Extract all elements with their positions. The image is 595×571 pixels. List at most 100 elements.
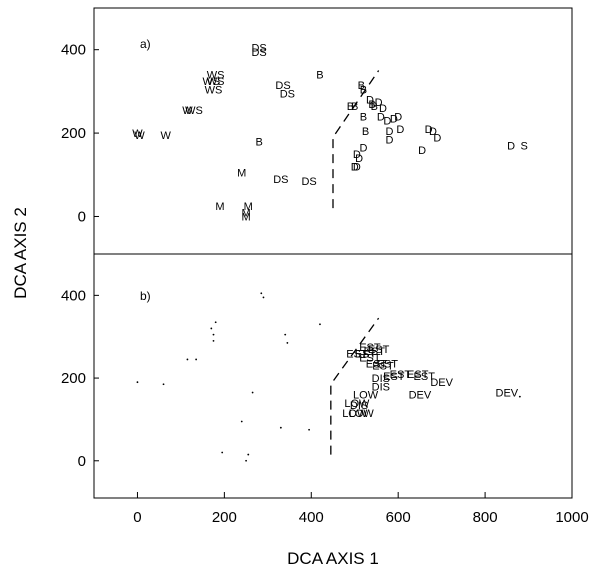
- point-label: D: [379, 103, 387, 115]
- data-dot: [260, 292, 263, 295]
- data-dot: [251, 391, 254, 394]
- point-label: EST: [383, 371, 405, 383]
- point-label: EST: [390, 369, 412, 381]
- panel-a-boundary-line: [332, 70, 380, 209]
- point-label: D: [394, 111, 402, 123]
- point-label: EST: [414, 371, 436, 383]
- y-axis-title: DCA AXIS 2: [11, 207, 30, 299]
- point-label: B: [347, 101, 354, 113]
- point-label: WS: [207, 76, 225, 88]
- point-label: D: [418, 145, 426, 157]
- panel-b-label: b): [140, 289, 151, 303]
- point-label: W: [134, 130, 145, 142]
- point-label: D: [355, 153, 363, 165]
- point-label: DS: [273, 174, 288, 186]
- point-label: EST: [368, 344, 390, 356]
- plot-frame: [93, 7, 573, 499]
- point-label: D: [433, 132, 441, 144]
- point-label: DIS: [372, 373, 390, 385]
- point-label: DS: [275, 80, 290, 92]
- y-tick-label: 200: [61, 370, 86, 387]
- y-tick-label: 400: [61, 287, 86, 304]
- data-dot: [262, 296, 265, 299]
- y-tick-label: 200: [61, 125, 86, 142]
- panel-a-yticks: 0 200 400: [61, 42, 99, 225]
- data-dot: [279, 426, 282, 429]
- point-label: M: [244, 201, 253, 213]
- data-dot: [212, 339, 215, 342]
- point-label: DS: [280, 88, 295, 100]
- x-tick-label: 0: [133, 509, 141, 526]
- point-label: S: [521, 141, 528, 153]
- data-dot: [308, 428, 310, 431]
- data-dot: [240, 420, 243, 423]
- point-label: M: [242, 207, 251, 219]
- point-label: LOW: [353, 390, 379, 402]
- x-tick-label: 600: [386, 509, 411, 526]
- point-label: M: [215, 201, 224, 213]
- data-dot: [221, 451, 224, 454]
- data-dot: [212, 333, 215, 336]
- x-axis-title: DCA AXIS 1: [287, 549, 379, 568]
- point-label: EST: [366, 359, 388, 371]
- panel-b-dots: [136, 292, 521, 462]
- point-label: DEV: [496, 388, 519, 400]
- panel-b-yticks: 0 200 400: [61, 287, 99, 470]
- point-label: EST: [407, 369, 429, 381]
- x-tick-label: 400: [299, 509, 324, 526]
- point-label: D: [353, 161, 361, 173]
- point-label: EST: [346, 348, 368, 360]
- y-tick-label: 400: [61, 42, 86, 59]
- point-label: WS: [185, 105, 203, 117]
- data-dot: [136, 381, 139, 384]
- point-label: B: [358, 80, 365, 92]
- data-dot: [214, 321, 217, 324]
- x-tick-label: 800: [473, 509, 498, 526]
- point-label: WS: [202, 76, 220, 88]
- point-label: B: [351, 101, 358, 113]
- point-label: WS: [207, 70, 225, 82]
- point-label: EST: [359, 342, 381, 354]
- y-tick-label: 0: [78, 208, 86, 225]
- point-label: D: [366, 95, 374, 107]
- data-dot: [210, 327, 213, 330]
- point-label: B: [362, 126, 369, 138]
- point-label: LOW: [344, 398, 370, 410]
- point-label: B: [371, 101, 378, 113]
- point-label: DS: [301, 176, 316, 188]
- data-dot: [319, 323, 321, 326]
- point-label: D: [383, 116, 391, 128]
- data-dot: [247, 453, 250, 456]
- point-label: DIS: [350, 400, 368, 412]
- point-label: D: [396, 124, 404, 136]
- data-dot: [284, 333, 287, 336]
- point-label: D: [425, 124, 433, 136]
- point-label: W: [182, 105, 193, 117]
- point-label: LOW: [342, 408, 368, 420]
- point-label: DS: [251, 47, 266, 59]
- data-dot: [195, 358, 198, 361]
- point-label: LOW: [349, 408, 375, 420]
- data-dot: [518, 395, 521, 398]
- panel-a-label: a): [140, 37, 151, 51]
- data-dot: [286, 342, 289, 344]
- point-label: W: [132, 128, 143, 140]
- point-label: M: [237, 168, 246, 180]
- point-label: D: [377, 111, 385, 123]
- point-label: D: [390, 113, 398, 125]
- point-label: D: [359, 143, 367, 155]
- point-label: D: [386, 126, 394, 138]
- point-label: EST: [372, 361, 394, 373]
- panel-b-boundary-line: [330, 317, 380, 455]
- point-label: DEV: [430, 377, 453, 389]
- point-label: EST: [355, 348, 377, 360]
- data-dot: [186, 358, 189, 361]
- point-label: B: [360, 84, 367, 96]
- point-label: B: [255, 136, 262, 148]
- point-label: D: [375, 97, 383, 109]
